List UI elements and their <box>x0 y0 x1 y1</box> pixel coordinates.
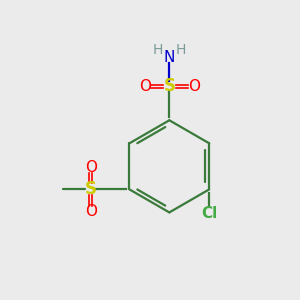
Text: Cl: Cl <box>201 206 217 221</box>
Text: S: S <box>85 180 97 198</box>
Text: S: S <box>163 77 175 95</box>
Text: O: O <box>85 160 97 175</box>
Text: H: H <box>153 43 163 56</box>
Text: N: N <box>164 50 175 65</box>
Text: O: O <box>139 79 151 94</box>
Text: O: O <box>188 79 200 94</box>
Text: O: O <box>85 204 97 219</box>
Text: H: H <box>176 43 186 56</box>
